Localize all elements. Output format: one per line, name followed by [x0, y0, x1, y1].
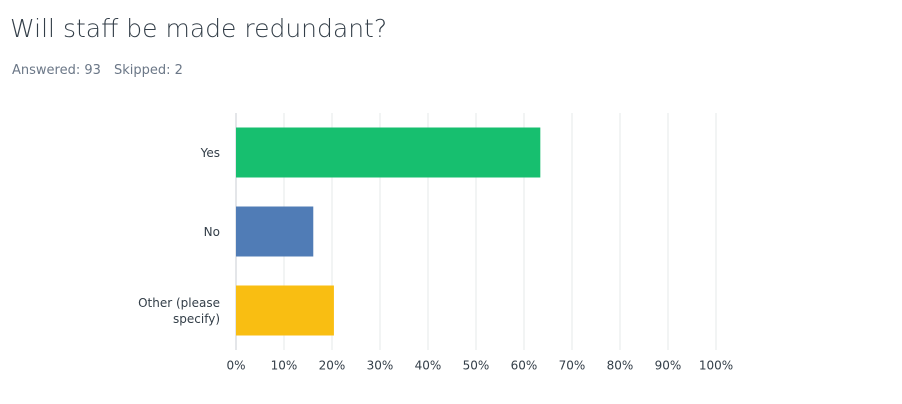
x-tick-label: 90%	[655, 359, 682, 373]
question-title: Will staff be made redundant?	[10, 14, 388, 43]
answered-count: Answered: 93	[12, 63, 101, 78]
category-label: Other (please specify)	[138, 295, 220, 326]
x-tick-label: 20%	[319, 359, 346, 373]
category-label: Yes	[200, 145, 220, 160]
x-tick-label: 70%	[559, 359, 586, 373]
x-tick-label: 0%	[226, 359, 245, 373]
category-label: No	[203, 224, 220, 239]
x-tick-label: 60%	[511, 359, 538, 373]
bar	[236, 127, 541, 178]
bar	[236, 285, 334, 336]
skipped-count: Skipped: 2	[114, 63, 183, 78]
x-tick-label: 10%	[271, 359, 298, 373]
bar	[236, 206, 314, 257]
x-tick-label: 100%	[699, 359, 733, 373]
x-tick-label: 30%	[367, 359, 394, 373]
x-tick-label: 40%	[415, 359, 442, 373]
x-tick-label: 80%	[607, 359, 634, 373]
x-tick-label: 50%	[463, 359, 490, 373]
